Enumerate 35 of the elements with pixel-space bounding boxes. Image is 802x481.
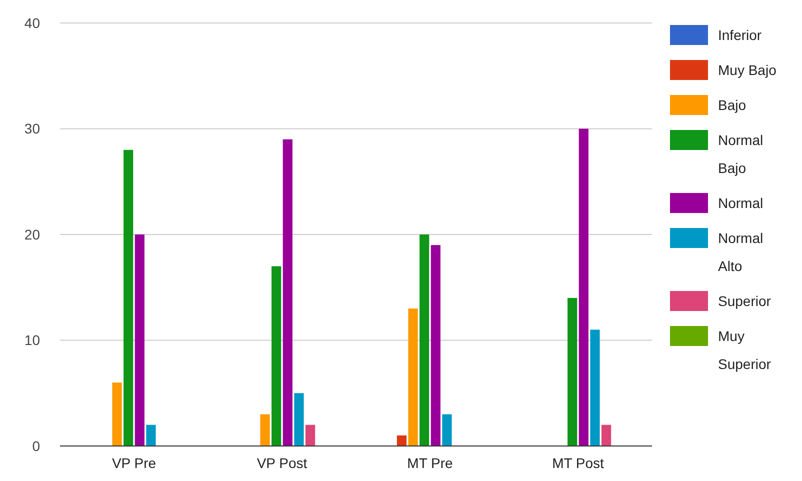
x-tick-label: MT Pre xyxy=(407,455,454,471)
bar xyxy=(396,435,407,446)
bar xyxy=(124,150,134,446)
x-tick-label: MT Post xyxy=(552,455,604,471)
legend-label: Normal xyxy=(718,195,764,211)
bar xyxy=(430,245,440,446)
legend-label: Inferior xyxy=(718,27,762,43)
bar xyxy=(134,234,144,446)
x-tick-label: VP Post xyxy=(256,455,308,471)
bar xyxy=(408,308,418,446)
legend-label: Bajo xyxy=(718,97,746,113)
legend-label: Normal Bajo xyxy=(718,132,764,176)
bar xyxy=(420,234,430,446)
bar xyxy=(305,424,316,446)
bar xyxy=(601,424,612,446)
y-tick-label: 20 xyxy=(24,226,40,242)
bar xyxy=(282,139,292,446)
bar xyxy=(260,414,270,446)
bar xyxy=(294,393,304,446)
bar xyxy=(146,424,156,446)
bar xyxy=(568,298,578,446)
bar xyxy=(272,266,282,446)
y-tick-label: 30 xyxy=(24,120,40,137)
legend-label: Superior xyxy=(718,293,772,309)
x-tick-label: VP Pre xyxy=(112,455,156,471)
bar xyxy=(112,382,122,446)
legend-label: Muy Superior xyxy=(718,328,772,372)
bar xyxy=(442,414,452,446)
bar xyxy=(590,330,600,446)
bar xyxy=(578,128,588,446)
y-tick-label: 10 xyxy=(24,332,40,348)
legend-label: Normal Alto xyxy=(718,230,764,274)
y-tick-label: 0 xyxy=(32,438,40,454)
y-tick-label: 40 xyxy=(24,14,40,31)
legend-label: Muy Bajo xyxy=(718,62,777,78)
